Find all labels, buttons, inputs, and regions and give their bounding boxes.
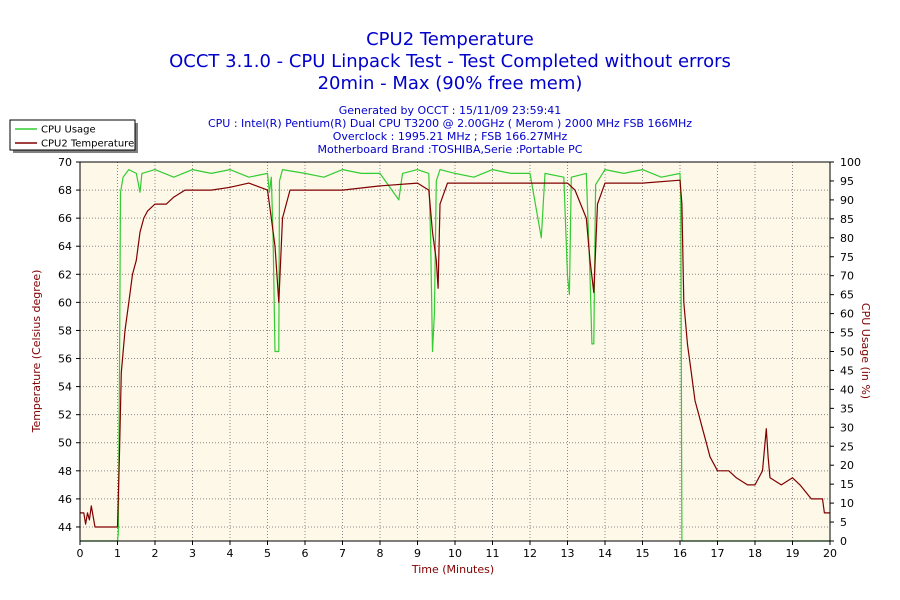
grid-layer — [80, 162, 830, 541]
y-axis-right-label: CPU Usage (in %) — [859, 303, 872, 399]
y-right-tick-label: 80 — [840, 232, 854, 245]
x-tick-label: 7 — [339, 547, 346, 560]
legend-box — [9, 119, 136, 151]
x-axis-label: Time (Minutes) — [411, 563, 494, 576]
x-tick-label: 19 — [786, 547, 800, 560]
y-right-tick-label: 85 — [840, 213, 854, 226]
y-left-tick-label: 58 — [58, 324, 72, 337]
y-left-tick-label: 52 — [58, 409, 72, 422]
x-tick-label: 9 — [414, 547, 421, 560]
chart-subtitle-1: OCCT 3.1.0 - CPU Linpack Test - Test Com… — [169, 51, 731, 72]
y-right-tick-label: 55 — [840, 327, 854, 340]
x-tick-label: 1 — [114, 547, 121, 560]
x-tick-label: 0 — [77, 547, 84, 560]
y-left-tick-label: 56 — [58, 353, 72, 366]
x-tick-label: 14 — [598, 547, 612, 560]
y-left-tick-label: 44 — [58, 521, 72, 534]
y-right-tick-label: 0 — [840, 535, 847, 548]
y-axis-left-label: Temperature (Celsius degree) — [30, 270, 43, 434]
ticks-layer: 0 1 2 3 4 5 6 7 8 9 10 11 12 13 14 15 16 17 18 19 2044464850… — [58, 156, 861, 560]
chart-title: CPU2 Temperature — [366, 29, 534, 50]
x-tick-label: 11 — [486, 547, 500, 560]
y-right-tick-label: 35 — [840, 402, 854, 415]
series-layer — [80, 169, 830, 542]
cpu-usage-series-line — [80, 169, 830, 542]
info-overclock: Overclock : 1995.21 MHz ; FSB 166.27MHz — [333, 130, 568, 143]
chart-subtitle-2: 20min - Max (90% free mem) — [318, 73, 583, 94]
y-left-tick-label: 46 — [58, 493, 72, 506]
y-left-tick-label: 50 — [58, 437, 72, 450]
x-tick-label: 2 — [152, 547, 159, 560]
cpu2-temperature-series-line — [80, 179, 830, 528]
y-right-tick-label: 70 — [840, 270, 854, 283]
y-left-tick-label: 48 — [58, 465, 72, 478]
y-right-tick-label: 25 — [840, 440, 854, 453]
y-left-tick-label: 60 — [58, 296, 72, 309]
info-cpu: CPU : Intel(R) Pentium(R) Dual CPU T3200… — [208, 117, 692, 130]
x-tick-label: 8 — [377, 547, 384, 560]
y-left-tick-label: 70 — [58, 156, 72, 169]
y-left-tick-label: 64 — [58, 240, 72, 253]
legend-label-cpu-usage: CPU Usage — [41, 125, 96, 136]
x-tick-label: 15 — [636, 547, 650, 560]
x-tick-label: 13 — [561, 547, 575, 560]
y-left-tick-label: 68 — [58, 184, 72, 197]
y-left-tick-label: 54 — [58, 381, 72, 394]
y-right-tick-label: 30 — [840, 421, 854, 434]
y-right-tick-label: 60 — [840, 308, 854, 321]
y-right-tick-label: 95 — [840, 175, 854, 188]
y-right-tick-label: 90 — [840, 194, 854, 207]
y-right-tick-label: 100 — [840, 156, 861, 169]
x-tick-label: 5 — [264, 547, 271, 560]
y-right-tick-label: 5 — [840, 516, 847, 529]
x-tick-label: 20 — [823, 547, 837, 560]
y-right-tick-label: 75 — [840, 251, 854, 264]
y-right-tick-label: 15 — [840, 478, 854, 491]
info-motherboard: Motherboard Brand :TOSHIBA,Serie :Portab… — [318, 143, 583, 156]
y-right-tick-label: 20 — [840, 459, 854, 472]
y-right-tick-label: 40 — [840, 383, 854, 396]
y-right-tick-label: 50 — [840, 346, 854, 359]
x-tick-label: 17 — [711, 547, 725, 560]
y-right-tick-label: 45 — [840, 364, 854, 377]
x-tick-label: 4 — [227, 547, 234, 560]
info-generated: Generated by OCCT : 15/11/09 23:59:41 — [339, 104, 562, 117]
x-tick-label: 18 — [748, 547, 762, 560]
legend-label-temperature: CPU2 Temperature — [41, 139, 134, 150]
x-tick-label: 6 — [302, 547, 309, 560]
x-tick-label: 3 — [189, 547, 196, 560]
y-right-tick-label: 65 — [840, 289, 854, 302]
x-tick-label: 12 — [523, 547, 537, 560]
legend: CPU Usage CPU2 Temperature — [9, 119, 138, 153]
y-left-tick-label: 66 — [58, 212, 72, 225]
x-tick-label: 16 — [673, 547, 687, 560]
x-tick-label: 10 — [448, 547, 462, 560]
y-left-tick-label: 62 — [58, 268, 72, 281]
y-right-tick-label: 10 — [840, 497, 854, 510]
